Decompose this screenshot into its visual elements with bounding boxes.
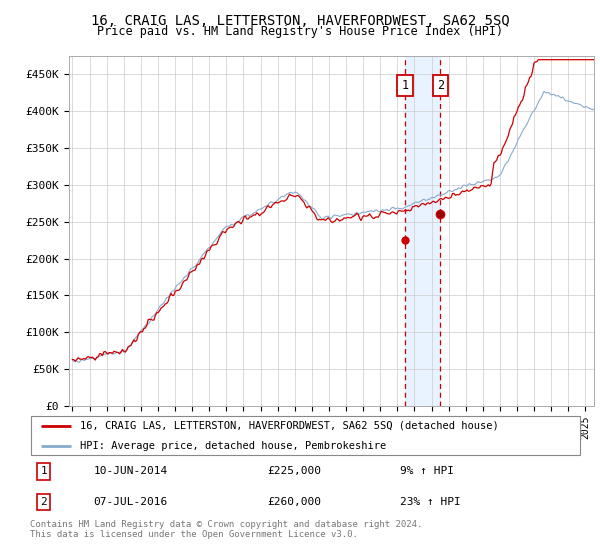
Text: 16, CRAIG LAS, LETTERSTON, HAVERFORDWEST, SA62 5SQ (detached house): 16, CRAIG LAS, LETTERSTON, HAVERFORDWEST… [80,421,499,431]
Text: 2: 2 [437,79,444,92]
Text: 10-JUN-2014: 10-JUN-2014 [94,466,168,477]
Text: Price paid vs. HM Land Registry's House Price Index (HPI): Price paid vs. HM Land Registry's House … [97,25,503,38]
Text: 16, CRAIG LAS, LETTERSTON, HAVERFORDWEST, SA62 5SQ: 16, CRAIG LAS, LETTERSTON, HAVERFORDWEST… [91,14,509,28]
Text: 07-JUL-2016: 07-JUL-2016 [94,497,168,507]
Text: 9% ↑ HPI: 9% ↑ HPI [400,466,454,477]
FancyBboxPatch shape [31,416,580,455]
Text: £260,000: £260,000 [268,497,322,507]
Bar [405,56,440,406]
Text: 1: 1 [40,466,47,477]
Text: 1: 1 [401,79,409,92]
Text: 2: 2 [40,497,47,507]
Text: £225,000: £225,000 [268,466,322,477]
Text: HPI: Average price, detached house, Pembrokeshire: HPI: Average price, detached house, Pemb… [80,441,386,451]
Text: 23% ↑ HPI: 23% ↑ HPI [400,497,461,507]
Text: Contains HM Land Registry data © Crown copyright and database right 2024.
This d: Contains HM Land Registry data © Crown c… [30,520,422,539]
